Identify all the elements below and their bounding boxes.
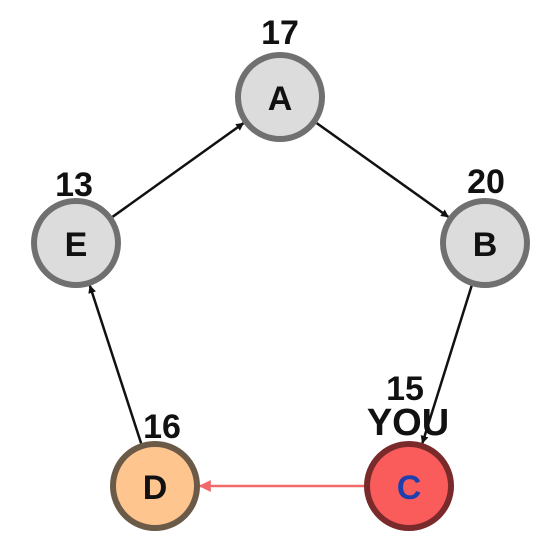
node-c-score: 15 [386,370,424,408]
node-e: E 13 [31,166,121,288]
edge-a-to-b [315,122,450,218]
node-b-circle [440,198,530,288]
node-c-circle [364,441,454,531]
node-d-circle [110,441,200,531]
edges-layer [88,122,473,492]
node-c-label: C [397,469,422,507]
edge-e-to-a [111,122,245,218]
node-a: A 17 [235,14,325,142]
node-c: C 15 YOU [364,370,454,531]
node-e-label: E [65,226,88,264]
node-e-circle [31,198,121,288]
node-d-score: 16 [143,408,181,446]
node-b: B 20 [440,163,530,288]
node-a-label: A [268,80,293,118]
node-a-circle [235,52,325,142]
node-d: D 16 [110,408,200,531]
node-a-score: 17 [261,14,299,52]
edge-b-to-c [420,285,473,444]
node-e-score: 13 [55,166,93,204]
you-indicator: YOU [367,402,449,444]
edge-d-to-e [88,285,143,444]
node-d-label: D [143,469,168,507]
node-b-label: B [473,226,498,264]
node-b-score: 20 [467,163,505,201]
